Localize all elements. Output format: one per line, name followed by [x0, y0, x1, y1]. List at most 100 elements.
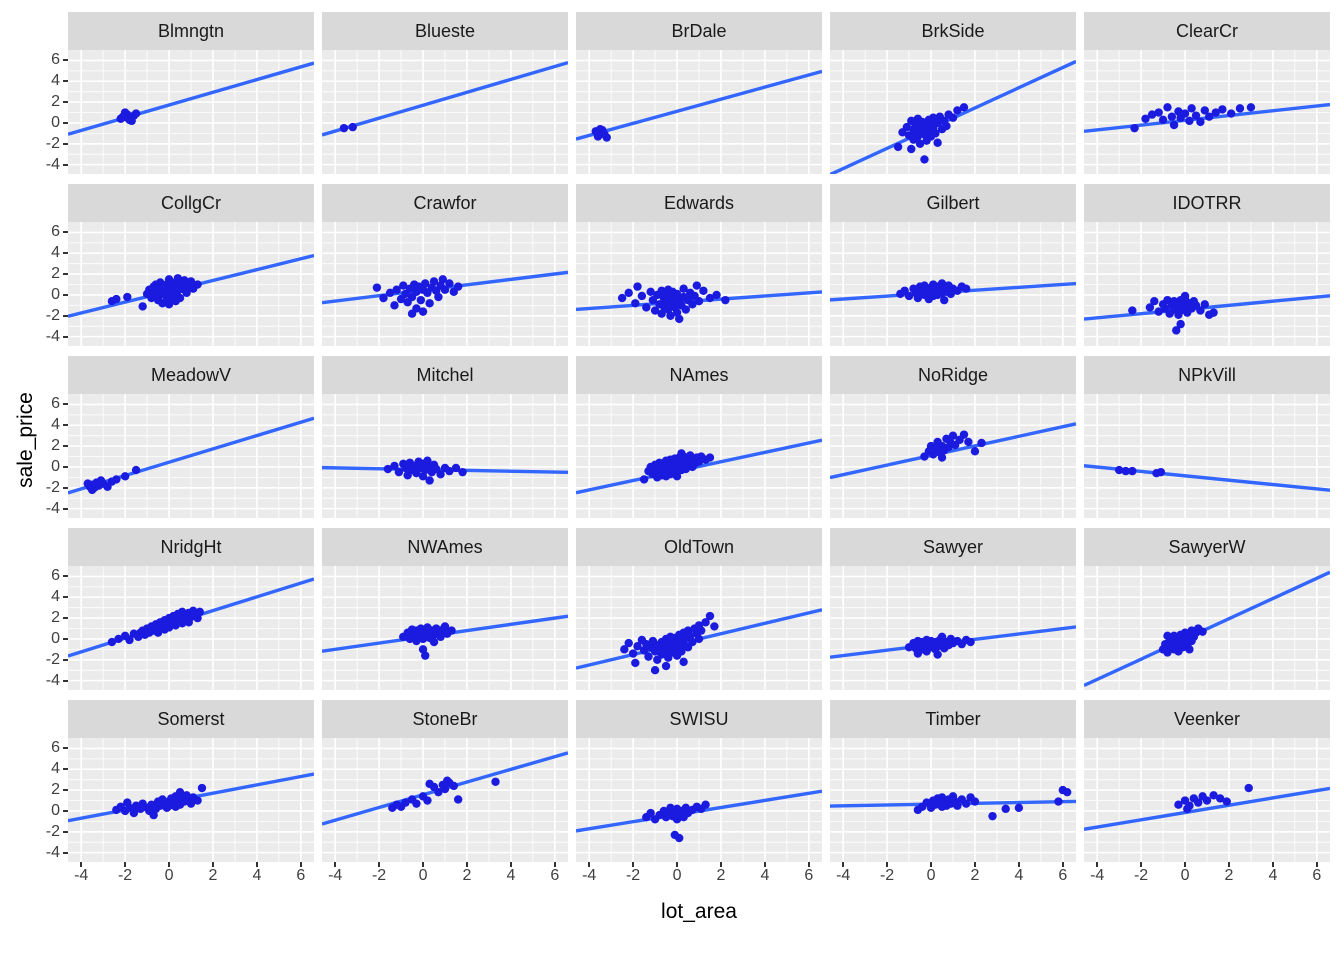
x-tick-mark	[676, 862, 679, 867]
data-point	[920, 155, 929, 164]
data-point	[948, 113, 958, 122]
data-point	[624, 288, 633, 298]
data-point	[1187, 104, 1196, 113]
x-tick-label: 4	[1268, 867, 1278, 884]
data-point	[631, 299, 640, 308]
data-point	[1114, 465, 1124, 475]
data-point	[418, 307, 428, 316]
y-tick-label: 4	[51, 588, 60, 606]
data-point	[1128, 466, 1137, 476]
facet-strip: CollgCr	[68, 184, 314, 222]
x-tick-mark	[588, 862, 591, 867]
x-tick-label: 0	[418, 867, 428, 884]
data-point	[385, 288, 395, 298]
data-point	[390, 301, 399, 310]
y-tick-mark	[63, 486, 68, 489]
facet-panel	[576, 50, 822, 174]
data-point	[434, 787, 443, 797]
y-tick-label: 0	[51, 629, 60, 647]
y-tick-mark	[63, 851, 68, 854]
data-point	[672, 289, 682, 299]
data-point	[650, 666, 660, 675]
data-point	[412, 304, 421, 313]
data-point	[1014, 803, 1024, 813]
data-point	[959, 430, 969, 439]
panel-canvas	[1084, 566, 1330, 690]
x-tick-label: -2	[371, 867, 387, 884]
data-point	[197, 783, 207, 793]
facet-strip: Crawfor	[322, 184, 568, 222]
facet-strip: NAmes	[576, 356, 822, 394]
x-tick-mark	[1140, 862, 1143, 867]
data-point	[915, 139, 925, 148]
data-point	[705, 453, 715, 462]
y-tick-mark	[63, 424, 68, 427]
panel-canvas	[68, 738, 314, 862]
data-point	[1209, 791, 1218, 800]
data-point	[1226, 109, 1236, 118]
panel-canvas	[830, 566, 1076, 690]
facet-MeadowV: MeadowV 6 4 2 0 -2 -4	[46, 356, 314, 518]
y-tick-mark	[63, 575, 68, 578]
facet-title: Somerst	[157, 708, 225, 729]
facet-panel	[830, 394, 1076, 518]
data-point	[624, 638, 633, 648]
x-tick-label: 4	[506, 867, 516, 884]
x-tick-label: 4	[760, 867, 770, 884]
panel-canvas	[1084, 222, 1330, 346]
facet-strip: StoneBr	[322, 700, 568, 738]
data-point	[675, 314, 684, 324]
data-point	[970, 447, 980, 456]
data-point	[657, 309, 666, 318]
data-point	[1215, 794, 1225, 803]
data-point	[721, 295, 730, 305]
facet-strip: SWISU	[576, 700, 822, 738]
data-point	[710, 622, 719, 631]
y-tick-label: 6	[51, 739, 60, 757]
data-point	[644, 652, 653, 661]
data-point	[449, 781, 458, 791]
facet-panel	[1084, 566, 1330, 690]
data-point	[694, 634, 704, 644]
y-tick-label: -2	[45, 478, 60, 496]
facet-title: MeadowV	[150, 364, 232, 385]
facet-OldTown: OldTown	[576, 528, 822, 690]
data-point	[1163, 103, 1172, 112]
y-tick-mark	[63, 789, 68, 792]
y-tick-mark	[63, 335, 68, 338]
facet-strip: Blmngtn	[68, 12, 314, 50]
data-point	[961, 284, 971, 293]
y-tick-mark	[63, 617, 68, 620]
facet-title: BrkSide	[921, 20, 985, 41]
x-tick-label: 6	[550, 867, 560, 884]
x-tick-mark	[299, 862, 302, 867]
y-tick-label: -4	[45, 843, 60, 861]
facet-panel: 6 4 2 0 -2 -4 -4 -2 0 2 4 6	[46, 738, 314, 884]
data-point	[699, 286, 708, 295]
data-point	[1128, 306, 1137, 315]
y-tick-mark	[63, 59, 68, 62]
data-point	[348, 122, 357, 132]
x-tick-label: -4	[328, 867, 343, 884]
data-point	[392, 285, 401, 294]
data-point	[447, 626, 456, 635]
facet-title: Gilbert	[926, 192, 980, 213]
data-point	[445, 279, 454, 288]
data-point	[1167, 112, 1177, 121]
panel-canvas	[1084, 738, 1330, 862]
x-tick-label: 4	[252, 867, 262, 884]
panel-canvas	[322, 738, 568, 862]
x-tick-label: 0	[1180, 867, 1190, 884]
facet-panel	[322, 50, 568, 174]
data-point	[966, 637, 975, 647]
facet-title: NPkVill	[1178, 364, 1236, 385]
facet-Sawyer: Sawyer	[830, 528, 1076, 690]
data-point	[937, 453, 947, 462]
data-point	[1198, 627, 1207, 636]
y-tick-label: -2	[45, 134, 60, 152]
y-tick-label: -4	[45, 155, 60, 173]
data-point	[948, 431, 958, 440]
data-point	[904, 291, 914, 301]
facet-panel	[576, 394, 822, 518]
y-tick-mark	[63, 768, 68, 771]
